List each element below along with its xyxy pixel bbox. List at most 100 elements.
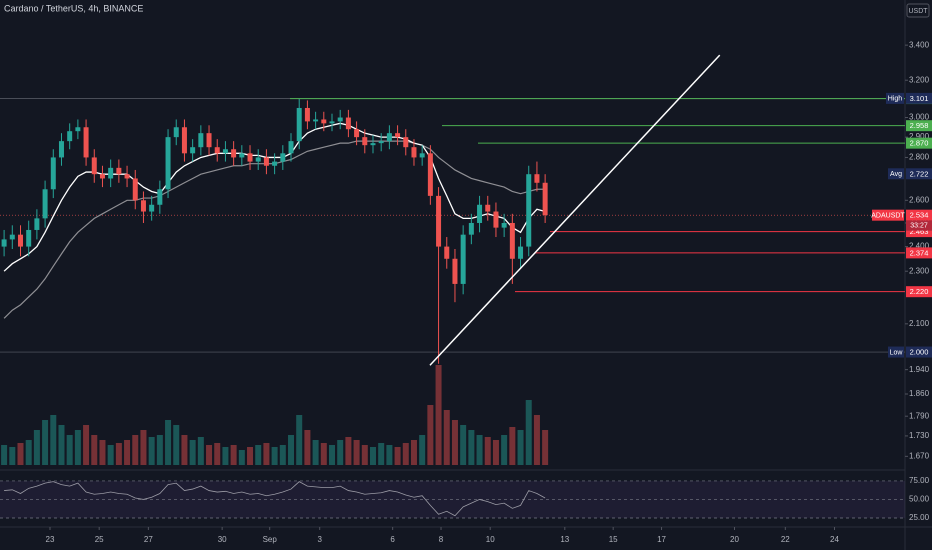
y-tick-label: 1.790: [909, 411, 930, 420]
chart-title: Cardano / TetherUS, 4h, BINANCE: [4, 3, 143, 13]
y-tick-label: 2.100: [909, 319, 930, 328]
x-tick-label: 20: [730, 535, 739, 544]
y-tick-label: 3.400: [909, 40, 930, 49]
candle-body: [263, 157, 269, 166]
volume-bar: [222, 447, 229, 465]
candle-body: [534, 174, 540, 183]
low_tag-value-box: [906, 346, 932, 358]
candle-body: [157, 189, 163, 205]
candle-body: [132, 178, 138, 201]
candle-body: [108, 167, 114, 179]
volume-bar: [33, 430, 40, 465]
volume-bar: [386, 445, 393, 465]
candle-body: [304, 107, 310, 122]
countdown: 33:27: [910, 223, 928, 230]
candle-body: [501, 222, 507, 228]
volume-bar: [320, 443, 327, 465]
volume-bar: [410, 440, 417, 465]
level-tag-box: [906, 120, 932, 132]
candle-body: [181, 127, 187, 154]
x-tick-label: 22: [781, 535, 790, 544]
candle-body: [288, 141, 294, 154]
volume-bar: [312, 440, 319, 465]
candle-body: [460, 234, 466, 284]
avg_tag-value-box: [906, 168, 932, 180]
volume-bar: [197, 437, 204, 465]
x-tick-label: 24: [830, 535, 839, 544]
avg_tag-name: Avg: [890, 171, 902, 178]
volume-bar: [271, 447, 278, 465]
avg_tag-value: 2.722: [910, 169, 929, 178]
volume-bar: [419, 435, 426, 465]
level-tag-box: [906, 226, 932, 238]
volume-bar: [279, 445, 286, 465]
candle-body: [206, 133, 212, 148]
volume-bar: [148, 437, 155, 465]
candle-body: [50, 157, 56, 190]
x-tick-label: 27: [144, 535, 153, 544]
candle-body: [313, 119, 319, 122]
high_tag-name-box: [886, 92, 904, 104]
volume-bar: [132, 435, 139, 465]
volume-bar: [492, 440, 499, 465]
volume-bar: [99, 440, 106, 465]
candle-body: [296, 107, 302, 142]
y-tick-label: 2.400: [909, 242, 930, 251]
currency-box[interactable]: [906, 3, 930, 18]
rsi-tick-label: 75.00: [909, 476, 930, 485]
candle-body: [468, 222, 474, 235]
volume-bar: [443, 410, 450, 465]
x-tick-label: 30: [218, 535, 227, 544]
y-tick-label: 1.730: [909, 431, 930, 440]
volume-bar: [1, 445, 8, 465]
x-tick-label: 23: [46, 535, 55, 544]
volume-bar: [542, 430, 549, 465]
candle-body: [542, 182, 548, 216]
volume-bar: [189, 440, 196, 465]
candle-body: [1, 239, 7, 247]
volume-bar: [460, 425, 467, 465]
volume-bar: [484, 437, 491, 465]
volume-bar: [345, 437, 352, 465]
volume-bar: [115, 443, 122, 465]
volume-bar: [238, 450, 245, 465]
candle-body: [231, 149, 237, 158]
volume-bar: [427, 405, 434, 465]
candle-body: [75, 127, 81, 132]
candle-body: [165, 137, 171, 190]
last_tag-value-box: [906, 209, 932, 221]
volume-bar: [468, 430, 475, 465]
candle-body: [140, 200, 146, 212]
candle-body: [280, 153, 286, 162]
candle-body: [354, 129, 360, 138]
candle-body: [198, 133, 204, 148]
x-tick-label: 13: [560, 535, 569, 544]
y-tick-label: 1.860: [909, 389, 930, 398]
volume-bar: [181, 435, 188, 465]
last_tag-name: ADAUSDT: [871, 213, 905, 220]
candle-body: [255, 157, 261, 162]
candle-body: [403, 137, 409, 148]
candle-body: [83, 127, 89, 158]
x-tick-label: 8: [439, 535, 444, 544]
y-tick-label: 3.200: [909, 75, 930, 84]
level-tag-box: [906, 286, 932, 298]
x-tick-label: 10: [486, 535, 495, 544]
y-tick-label: 2.600: [909, 195, 930, 204]
avg_tag-name-box: [888, 168, 904, 180]
volume-bar: [50, 415, 57, 465]
level-tag-box: [906, 247, 932, 259]
x-tick-label: 15: [609, 535, 618, 544]
low_tag-value: 2.000: [910, 348, 929, 357]
rsi-tick-label: 25.00: [909, 513, 930, 522]
candle-body: [214, 147, 220, 154]
candle-body: [9, 234, 15, 240]
candle-body: [362, 137, 368, 146]
volume-bar: [255, 445, 262, 465]
volume-bar: [353, 440, 360, 465]
volume-bar: [58, 425, 65, 465]
volume-bar: [337, 440, 344, 465]
candle-body: [378, 141, 384, 144]
